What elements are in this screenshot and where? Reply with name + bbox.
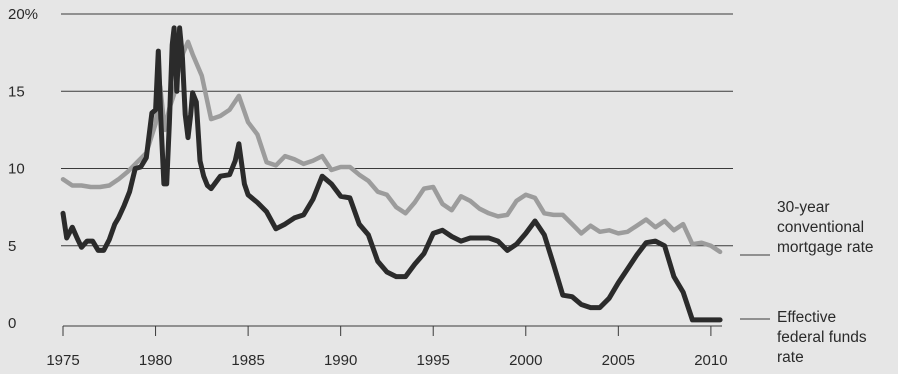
x-axis: 1975 1980 1985 1990 1995 2000 2005 2010 bbox=[46, 325, 728, 369]
y-tick-label: 5 bbox=[8, 238, 16, 255]
y-tick-label: 15 bbox=[8, 83, 25, 100]
y-tick-label: 20% bbox=[8, 6, 38, 23]
series-labels: 30-year conventional mortgage rate Effectiv… bbox=[740, 199, 874, 366]
x-tick-label: 2005 bbox=[602, 352, 635, 369]
fed-funds-rate-line bbox=[60, 25, 723, 323]
x-tick-label: 1975 bbox=[46, 352, 79, 369]
y-axis: 0 5 10 15 20% bbox=[8, 6, 38, 332]
x-tick-label: 2000 bbox=[509, 352, 542, 369]
mortgage-rate-label: mortgage rate bbox=[777, 239, 874, 256]
fed-funds-rate-label: Effective bbox=[777, 309, 836, 326]
fed-funds-rate-label: federal funds bbox=[777, 329, 867, 346]
y-tick-label: 0 bbox=[8, 315, 16, 332]
fed-funds-rate-label: rate bbox=[777, 349, 804, 366]
mortgage-rate-label: 30-year bbox=[777, 199, 830, 216]
x-tick-label: 2010 bbox=[694, 352, 727, 369]
y-tick-label: 10 bbox=[8, 161, 25, 178]
x-tick-label: 1980 bbox=[139, 352, 172, 369]
series-lines bbox=[60, 25, 723, 323]
mortgage-rate-label: conventional bbox=[777, 219, 864, 236]
x-tick-label: 1990 bbox=[324, 352, 357, 369]
x-tick-label: 1985 bbox=[231, 352, 264, 369]
x-tick-label: 1995 bbox=[417, 352, 450, 369]
